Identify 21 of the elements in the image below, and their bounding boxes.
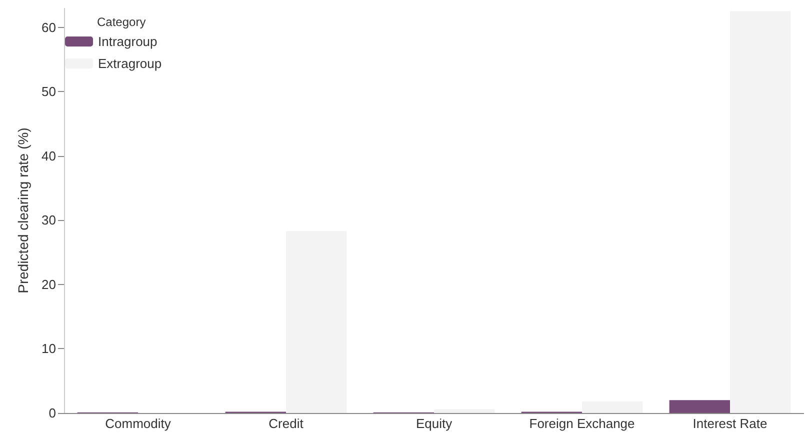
bar	[286, 231, 347, 413]
y-tick-label: 0	[48, 406, 56, 420]
y-tick-label: 60	[42, 20, 56, 35]
y-axis-title: Predicted clearing rate (%)	[15, 128, 31, 294]
x-tick-label: Credit	[268, 416, 304, 431]
y-tick-label: 40	[42, 148, 56, 164]
x-tick-label: Commodity	[105, 416, 172, 431]
y-tick-label: 30	[42, 212, 56, 228]
legend-label: Intragroup	[98, 34, 158, 49]
bar	[434, 409, 495, 413]
x-tick-label: Equity	[416, 416, 453, 431]
y-tick-label: 50	[42, 84, 56, 100]
bar	[669, 400, 730, 413]
y-tick-label: 20	[42, 276, 56, 292]
bar	[582, 401, 643, 413]
bar	[730, 11, 791, 413]
legend-label: Extragroup	[98, 56, 162, 71]
x-tick-label: Foreign Exchange	[529, 416, 635, 431]
legend-title: Category	[97, 15, 146, 29]
y-tick-label: 10	[42, 341, 56, 356]
x-tick-label: Interest Rate	[692, 416, 768, 431]
